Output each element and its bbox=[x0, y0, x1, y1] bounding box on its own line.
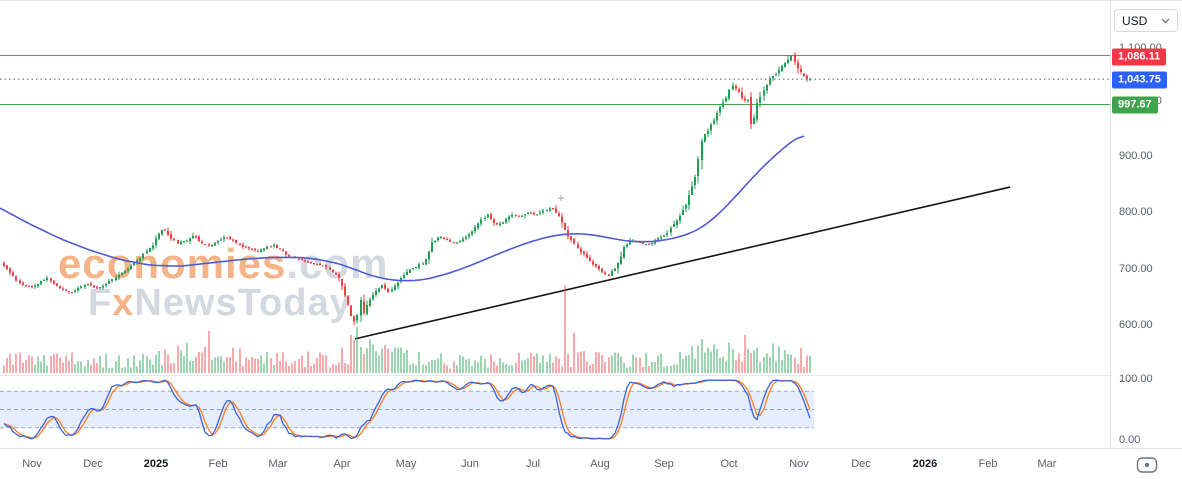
time-axis-month-label: Mar bbox=[269, 458, 288, 470]
time-axis-year-label: 2025 bbox=[144, 458, 168, 470]
time-axis-year-label: 2026 bbox=[913, 458, 937, 470]
time-axis-month-label: Feb bbox=[979, 458, 998, 470]
scale-settings-button[interactable] bbox=[1133, 454, 1161, 476]
time-axis-month-label: Nov bbox=[22, 458, 42, 470]
price-badge: 1,086.11 bbox=[1112, 49, 1166, 66]
stochastic-pane-background bbox=[0, 376, 1110, 428]
time-axis-month-label: Apr bbox=[333, 458, 350, 470]
time-axis-month-label: Dec bbox=[83, 458, 103, 470]
plus-marker: + bbox=[557, 191, 564, 205]
time-axis-month-label: Dec bbox=[851, 458, 871, 470]
price-scale-label: 700.00 bbox=[1119, 263, 1153, 275]
currency-label: USD bbox=[1122, 14, 1147, 28]
time-axis-month-label: Feb bbox=[209, 458, 228, 470]
price-lines[interactable] bbox=[0, 56, 1110, 105]
price-badge: 1,043.75 bbox=[1112, 72, 1167, 89]
price-scale[interactable]: USD 1,100.001,000.00900.00800.00700.0060… bbox=[1110, 1, 1182, 448]
currency-selector[interactable]: USD bbox=[1114, 9, 1178, 32]
chevron-down-icon bbox=[1161, 18, 1170, 24]
time-axis-month-label: Mar bbox=[1038, 458, 1057, 470]
time-axis-month-label: May bbox=[396, 458, 417, 470]
svg-text:FxNewsToday: FxNewsToday bbox=[88, 282, 352, 324]
time-axis-month-label: Jul bbox=[526, 458, 540, 470]
time-axis-month-label: Sep bbox=[654, 458, 674, 470]
time-axis-month-label: Nov bbox=[789, 458, 809, 470]
time-axis[interactable]: Nov Dec 2025 Feb Mar Apr May Jun Jul Aug Sep Oct Nov… bbox=[0, 448, 1182, 479]
scale-settings-icon bbox=[1136, 456, 1158, 474]
price-scale-label: 0.00 bbox=[1119, 434, 1140, 446]
time-axis-month-label: Oct bbox=[720, 458, 737, 470]
price-scale-label: 100.00 bbox=[1119, 373, 1153, 385]
time-axis-month-label: Aug bbox=[590, 458, 610, 470]
price-scale-label: 600.00 bbox=[1119, 319, 1153, 331]
price-scale-label: 800.00 bbox=[1119, 206, 1153, 218]
price-badge: 997.67 bbox=[1112, 97, 1158, 114]
price-scale-label: 900.00 bbox=[1119, 150, 1153, 162]
time-axis-month-label: Jun bbox=[461, 458, 479, 470]
